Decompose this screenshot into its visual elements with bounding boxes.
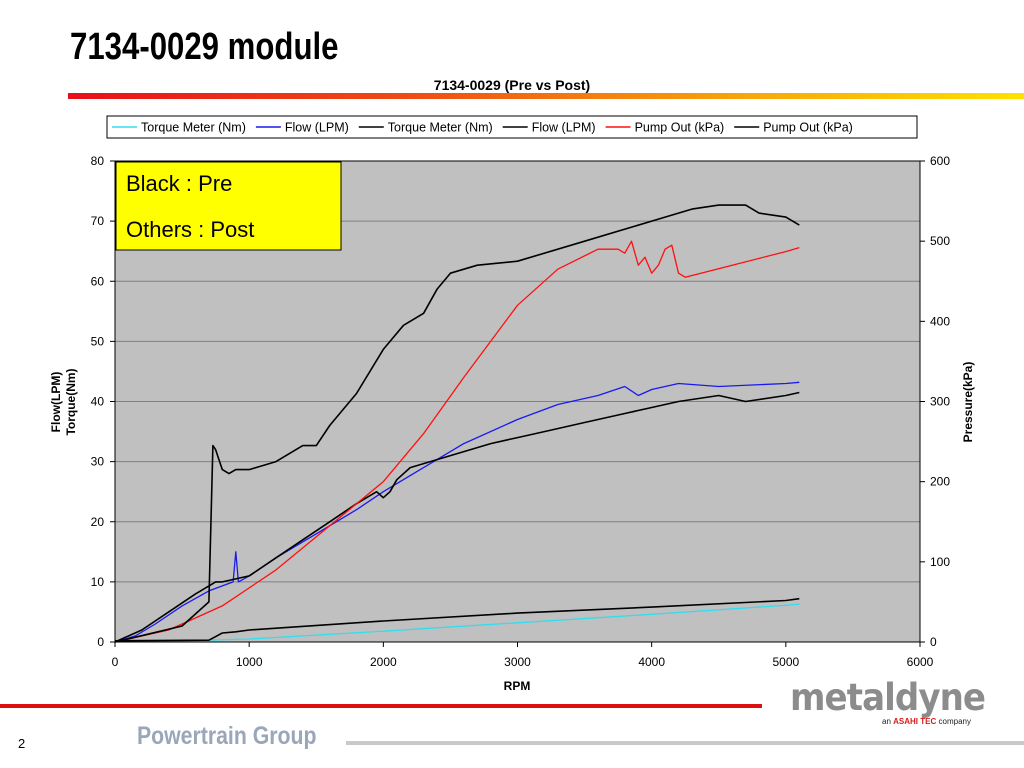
y-right-tick-label: 100 — [930, 555, 950, 569]
y-right-tick-label: 600 — [930, 154, 950, 168]
logo-tagline-suffix: company — [938, 717, 971, 726]
annotation-line-pre: Black : Pre — [126, 171, 232, 196]
x-tick-label: 0 — [112, 655, 119, 669]
series-line-5 — [114, 204, 800, 643]
x-tick-label: 2000 — [370, 655, 397, 669]
y-right-tick-label: 400 — [930, 314, 950, 328]
title-gradient-bar — [68, 93, 1024, 99]
y-right-tick-label: 300 — [930, 395, 950, 409]
y-left-tick-label: 0 — [97, 635, 104, 649]
y-axis-label-pressure: Pressure(kPa) — [961, 362, 975, 443]
y-left-tick-label: 50 — [91, 334, 105, 348]
legend-label-3: Flow (LPM) — [532, 121, 596, 135]
series-line-3 — [114, 391, 800, 643]
chart-legend: Torque Meter (Nm) Flow (LPM) Torque Meter … — [106, 115, 918, 139]
chart: 7134-0029 (Pre vs Post) Torque Meter (Nm… — [49, 77, 975, 693]
slide-title: 7134-0029 module — [70, 26, 339, 68]
series-layer — [114, 204, 800, 643]
footer-group-name: Powertrain Group — [137, 722, 317, 750]
y-right-tick-label: 500 — [930, 234, 950, 248]
y-left-tick-label: 10 — [91, 575, 105, 589]
footer-red-line — [0, 704, 762, 708]
y-axis-label-torque: Torque(Nm) — [64, 368, 78, 435]
y-right-tick-label: 200 — [930, 475, 950, 489]
y-axis-label-flow: Flow(LPM) — [49, 372, 63, 433]
axes — [110, 160, 925, 647]
legend-label-2: Torque Meter (Nm) — [388, 121, 493, 135]
y-left-tick-label: 80 — [91, 154, 105, 168]
legend-label-1: Flow (LPM) — [285, 121, 349, 135]
series-line-2 — [114, 597, 800, 642]
legend-label-5: Pump Out (kPa) — [763, 121, 853, 135]
annotation-box: Black : Pre Others : Post — [115, 161, 342, 251]
tick-labels: 0 1000 2000 3000 4000 5000 6000010203040506070… — [91, 154, 951, 669]
footer-gray-line — [346, 741, 1024, 745]
metaldyne-logo: metaldyne — [790, 676, 986, 719]
y-left-tick-label: 40 — [91, 395, 105, 409]
chart-title: 7134-0029 (Pre vs Post) — [434, 77, 590, 93]
y-right-tick-label: 0 — [930, 635, 937, 649]
y-left-tick-label: 60 — [91, 274, 105, 288]
page-number: 2 — [18, 736, 26, 751]
series-line-4 — [114, 240, 800, 643]
x-tick-label: 4000 — [638, 655, 665, 669]
x-tick-label: 3000 — [504, 655, 531, 669]
x-axis-label: RPM — [504, 679, 531, 693]
legend-label-0: Torque Meter (Nm) — [141, 121, 246, 135]
x-tick-label: 1000 — [236, 655, 263, 669]
logo-tagline-brand: ASAHI TEC — [893, 717, 937, 726]
logo-tagline-prefix: an — [882, 717, 891, 726]
logo-tagline: an ASAHI TEC company — [882, 717, 971, 726]
y-left-tick-label: 20 — [91, 515, 105, 529]
y-left-tick-label: 30 — [91, 455, 105, 469]
legend-label-4: Pump Out (kPa) — [635, 121, 725, 135]
y-left-tick-label: 70 — [91, 214, 105, 228]
x-tick-label: 6000 — [907, 655, 934, 669]
x-tick-label: 5000 — [772, 655, 799, 669]
annotation-line-post: Others : Post — [126, 217, 254, 242]
